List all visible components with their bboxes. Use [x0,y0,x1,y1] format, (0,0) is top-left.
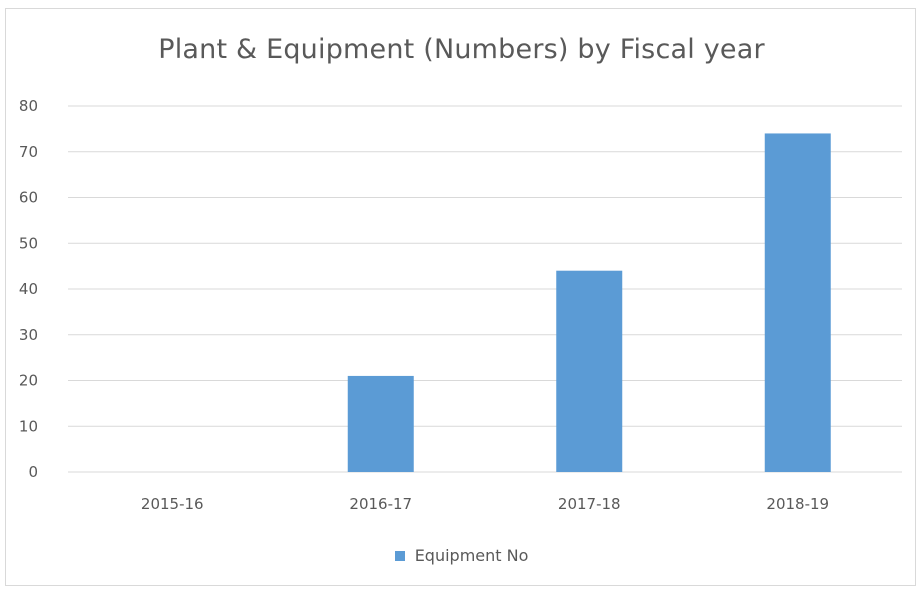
y-tick-label: 30 [19,326,38,344]
bars [347,133,831,472]
y-tick-label: 70 [19,143,38,161]
y-tick-label: 50 [19,234,38,252]
chart-title: Plant & Equipment (Numbers) by Fiscal ye… [158,34,765,65]
y-axis-ticks: 0 10 20 30 40 50 60 70 80 [19,97,38,481]
y-tick-label: 0 [28,463,38,481]
chart-frame [5,8,916,586]
bar-2018-19 [764,133,831,472]
y-tick-label: 10 [19,417,38,435]
legend-swatch [394,551,405,561]
bar-2017-18 [556,270,623,472]
x-tick-label: 2018-19 [766,495,829,513]
y-tick-label: 20 [19,372,38,390]
y-tick-label: 80 [19,97,38,115]
x-tick-label: 2015-16 [141,495,204,513]
y-tick-label: 60 [19,189,38,207]
x-tick-label: 2017-18 [558,495,621,513]
y-tick-label: 40 [19,280,38,298]
gridlines [68,105,902,473]
x-axis-ticks: 2015-16 2016-17 2017-18 2018-19 [141,495,829,513]
legend-label: Equipment No [414,546,529,565]
x-tick-label: 2016-17 [349,495,412,513]
legend: Equipment No [0,546,923,565]
bar-2016-17 [347,375,414,472]
